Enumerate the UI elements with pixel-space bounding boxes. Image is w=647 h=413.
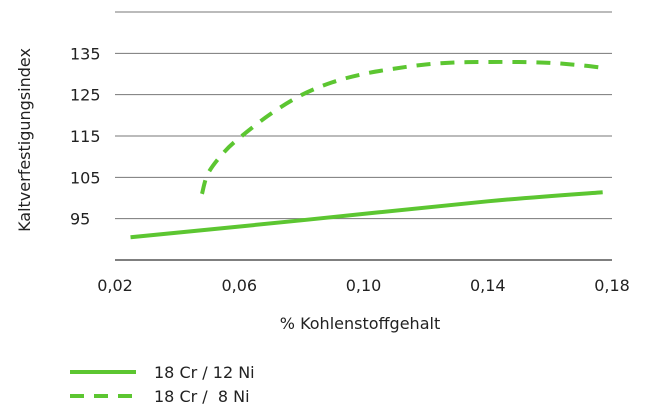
legend-label: 18 Cr / 12 Ni — [154, 362, 255, 382]
x-axis-title: % Kohlenstoffgehalt — [280, 314, 440, 333]
y-tick-label: 125 — [70, 86, 101, 105]
legend: 18 Cr / 12 Ni 18 Cr / 8 Ni — [70, 360, 255, 408]
legend-swatch-dashed — [70, 394, 136, 398]
x-tick-label: 0,02 — [97, 276, 133, 295]
series-line-12ni — [130, 190, 603, 240]
x-tick-label: 0,14 — [470, 276, 506, 295]
series-line-8ni — [200, 59, 603, 195]
line-chart: 95 105 115 125 135 0,02 0,06 0,10 0,14 0,18 Kalt… — [15, 11, 630, 333]
y-tick-labels: 95 105 115 125 135 — [70, 44, 101, 228]
legend-label: 18 Cr / 8 Ni — [154, 386, 250, 406]
gridlines — [115, 11, 612, 261]
x-tick-labels: 0,02 0,06 0,10 0,14 0,18 — [97, 276, 630, 295]
legend-item-12ni: 18 Cr / 12 Ni — [70, 360, 255, 384]
y-tick-label: 95 — [70, 210, 90, 229]
y-tick-label: 115 — [70, 127, 101, 146]
x-tick-label: 0,06 — [221, 276, 257, 295]
legend-item-8ni: 18 Cr / 8 Ni — [70, 384, 255, 408]
legend-swatch-solid — [70, 370, 136, 374]
x-tick-label: 0,10 — [346, 276, 382, 295]
series-lines — [130, 59, 603, 240]
y-axis-title: Kaltverfestigungsindex — [15, 48, 34, 232]
y-tick-label: 135 — [70, 44, 101, 63]
y-tick-label: 105 — [70, 168, 101, 187]
x-tick-label: 0,18 — [594, 276, 630, 295]
